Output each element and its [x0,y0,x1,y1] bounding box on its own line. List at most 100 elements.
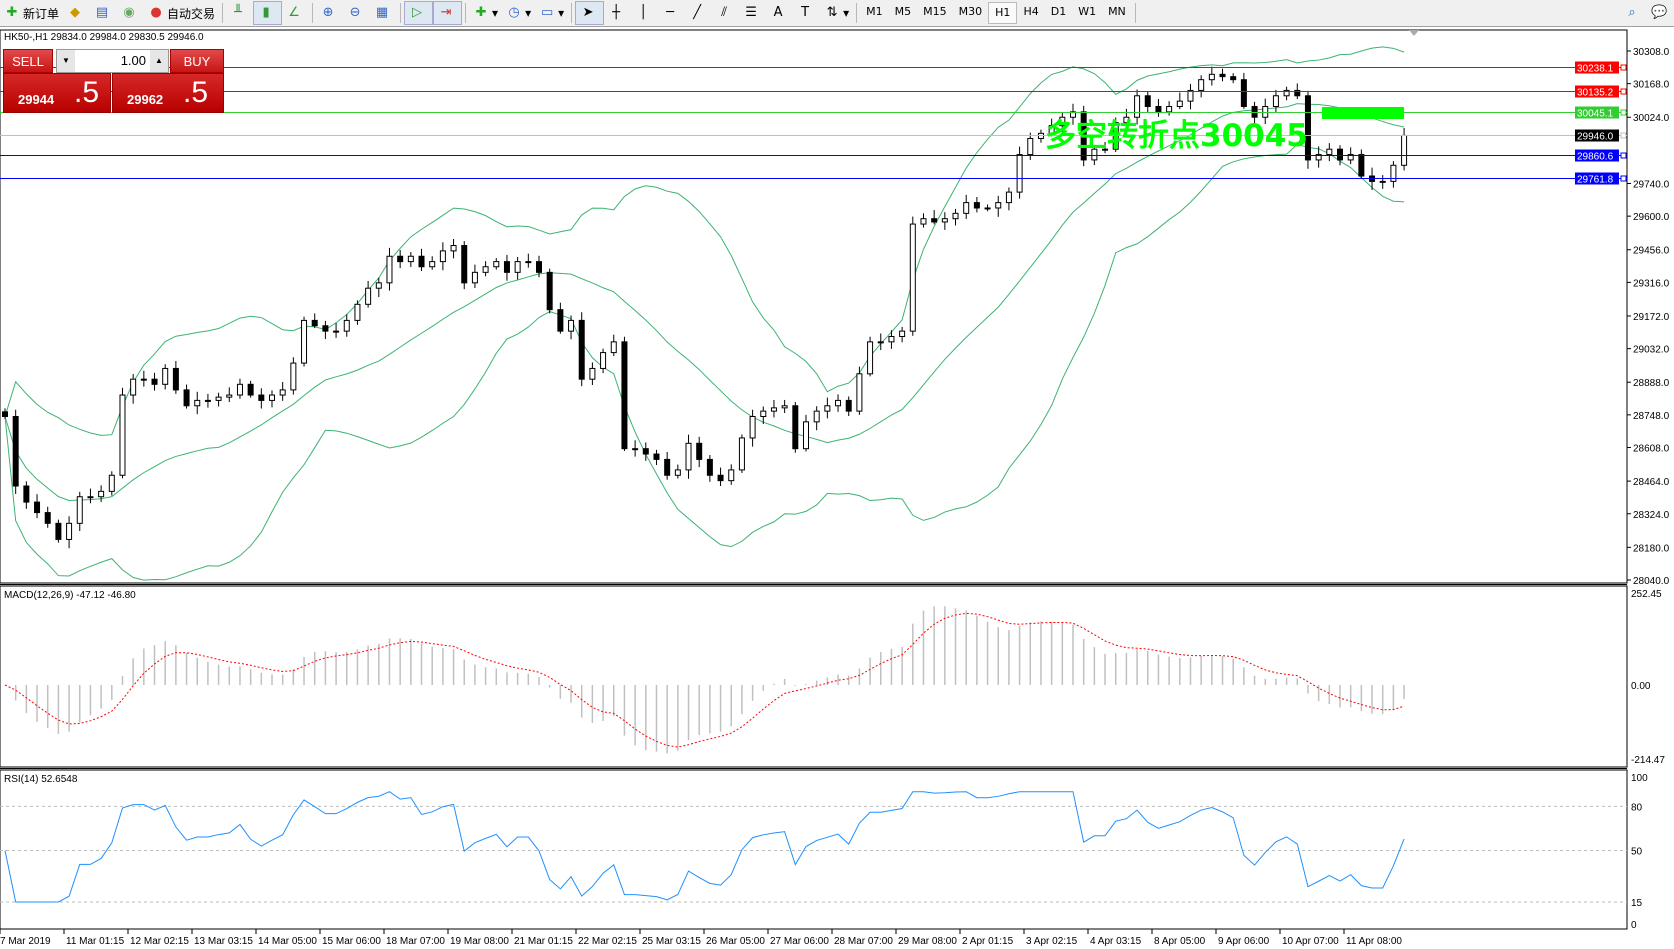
candle-bull [1059,116,1066,127]
candle-bull [204,399,211,402]
trendline-button[interactable]: ╱ [685,2,712,24]
text-button[interactable]: A [766,2,793,24]
lot-increase-button[interactable]: ▲ [150,50,168,72]
timeframe-h1[interactable]: H1 [988,2,1018,24]
buy-price[interactable]: 29962 .5 [112,73,224,113]
trendline-icon: ╱ [693,5,702,20]
zoom-out-button[interactable]: ⊖ [343,2,370,24]
rsi-tick-label: 80 [1631,802,1643,813]
time-tick-label: 7 Mar 2019 [0,936,51,947]
candle-bear [664,458,671,476]
timeframe-mn[interactable]: MN [1108,5,1126,18]
timeframe-m5[interactable]: M5 [894,5,912,18]
candle-bull [1123,116,1130,124]
candle-bear [717,474,724,482]
candle-bear [653,453,660,460]
price-tag-label: 29946.0 [1577,132,1614,143]
autoscroll-icon: ▷ [412,5,423,20]
candle-bull [1187,89,1194,102]
zoom-in-button[interactable]: ⊕ [316,2,343,24]
candle-bull [450,245,457,252]
candle-bear [973,202,980,209]
chat-button[interactable]: 💬 [1647,2,1674,24]
signals-button[interactable]: ◉ [117,2,144,24]
chart-area[interactable]: 30308.0 30168.0 30024.0 29740.0 29600.0 29456… [0,27,1674,949]
expert-button[interactable]: ◆ [63,2,90,24]
navigator-button[interactable]: ▤ [90,2,117,24]
periods-button[interactable]: ◷ ▾ [502,2,535,24]
candle-bear [183,389,190,407]
sell-price[interactable]: 29944 .5 [3,73,111,113]
candle-bull [1326,148,1333,156]
candle-bull [269,394,275,401]
candle-bull [493,261,500,268]
candle-bull [738,437,745,471]
indicators-button[interactable]: ✚ ▾ [469,2,502,24]
candle-bull [1390,164,1397,182]
vertical-line-button[interactable]: │ [631,2,658,24]
text-label-button[interactable]: T [793,2,820,24]
chart-shift-button[interactable]: ⇥ [433,1,463,25]
auto-trading-button[interactable]: ● 自动交易 [144,2,219,24]
fibonacci-button[interactable]: ⫽ [712,2,739,24]
new-order-button[interactable]: ✚ 新订单 [0,2,63,24]
tile-windows-button[interactable]: ▦ [370,2,397,24]
divider [571,3,573,23]
templates-button[interactable]: ▭ ▾ [540,5,565,20]
cursor-button[interactable]: ➤ [575,1,605,25]
timeframe-m30[interactable]: M30 [958,5,983,18]
channel-button[interactable]: ☰ [739,2,766,24]
candle-bull [343,319,350,332]
timeframe-w1[interactable]: W1 [1078,5,1097,18]
candle-bear [1337,148,1343,161]
candle-bear [1230,76,1237,81]
horizontal-line-button[interactable]: ─ [658,2,685,24]
lot-size-input[interactable]: ▼ 1.00 ▲ [56,49,169,73]
candle-bull [589,367,596,380]
candle-bear [578,319,585,380]
candle-bull [76,496,83,524]
candle-bull [439,250,446,263]
annotation-text: 多空转折点30045 [1045,118,1308,154]
bar-chart-button[interactable]: ╨ [226,2,253,24]
buy-button[interactable]: BUY [170,49,224,73]
candlestick-button[interactable]: ▮ [253,1,283,25]
crosshair-button[interactable]: ┼ [604,2,631,24]
arrows-button[interactable]: ⇅ ▾ [820,2,853,24]
price-tag [1575,172,1619,185]
search-button[interactable]: ⌕ [1620,2,1647,24]
timeframe-d1[interactable]: D1 [1050,5,1067,18]
candle-bull [995,202,1002,209]
chart-shift-marker [1409,30,1419,36]
candle-bull [760,410,767,417]
timeframe-h4[interactable]: H4 [1023,5,1039,18]
candle-bull [568,319,575,332]
sell-button[interactable]: SELL [3,49,53,73]
candle-bull [514,261,521,273]
line-chart-icon: ∠ [288,5,300,20]
timeframe-m15[interactable]: M15 [923,5,947,18]
candle-bull [279,389,286,396]
candle-bull [1176,100,1183,108]
candle-bull [824,405,831,412]
candle-bull [119,394,126,476]
candle-bear [557,309,564,332]
lot-decrease-button[interactable]: ▼ [57,50,75,72]
text-label-icon: T [801,5,810,20]
candle-bear [621,341,628,450]
bollinger-middle [4,103,1405,501]
candle-bull [1401,134,1408,166]
line-chart-button[interactable]: ∠ [282,2,309,24]
timeframe-m1[interactable]: M1 [866,5,883,18]
candle-bull [781,405,788,409]
candle-bull [1315,154,1322,161]
candle-bull [66,522,73,540]
candle-bull [856,373,863,412]
rsi-tick-label: 50 [1631,847,1643,858]
price-tick-label: 30168.0 [1633,80,1670,91]
candle-bull [685,442,692,471]
candle-bear [792,405,799,450]
candle-bull [888,335,895,343]
autoscroll-button[interactable]: ▷ [404,1,434,25]
time-tick-label: 21 Mar 01:15 [514,936,573,947]
